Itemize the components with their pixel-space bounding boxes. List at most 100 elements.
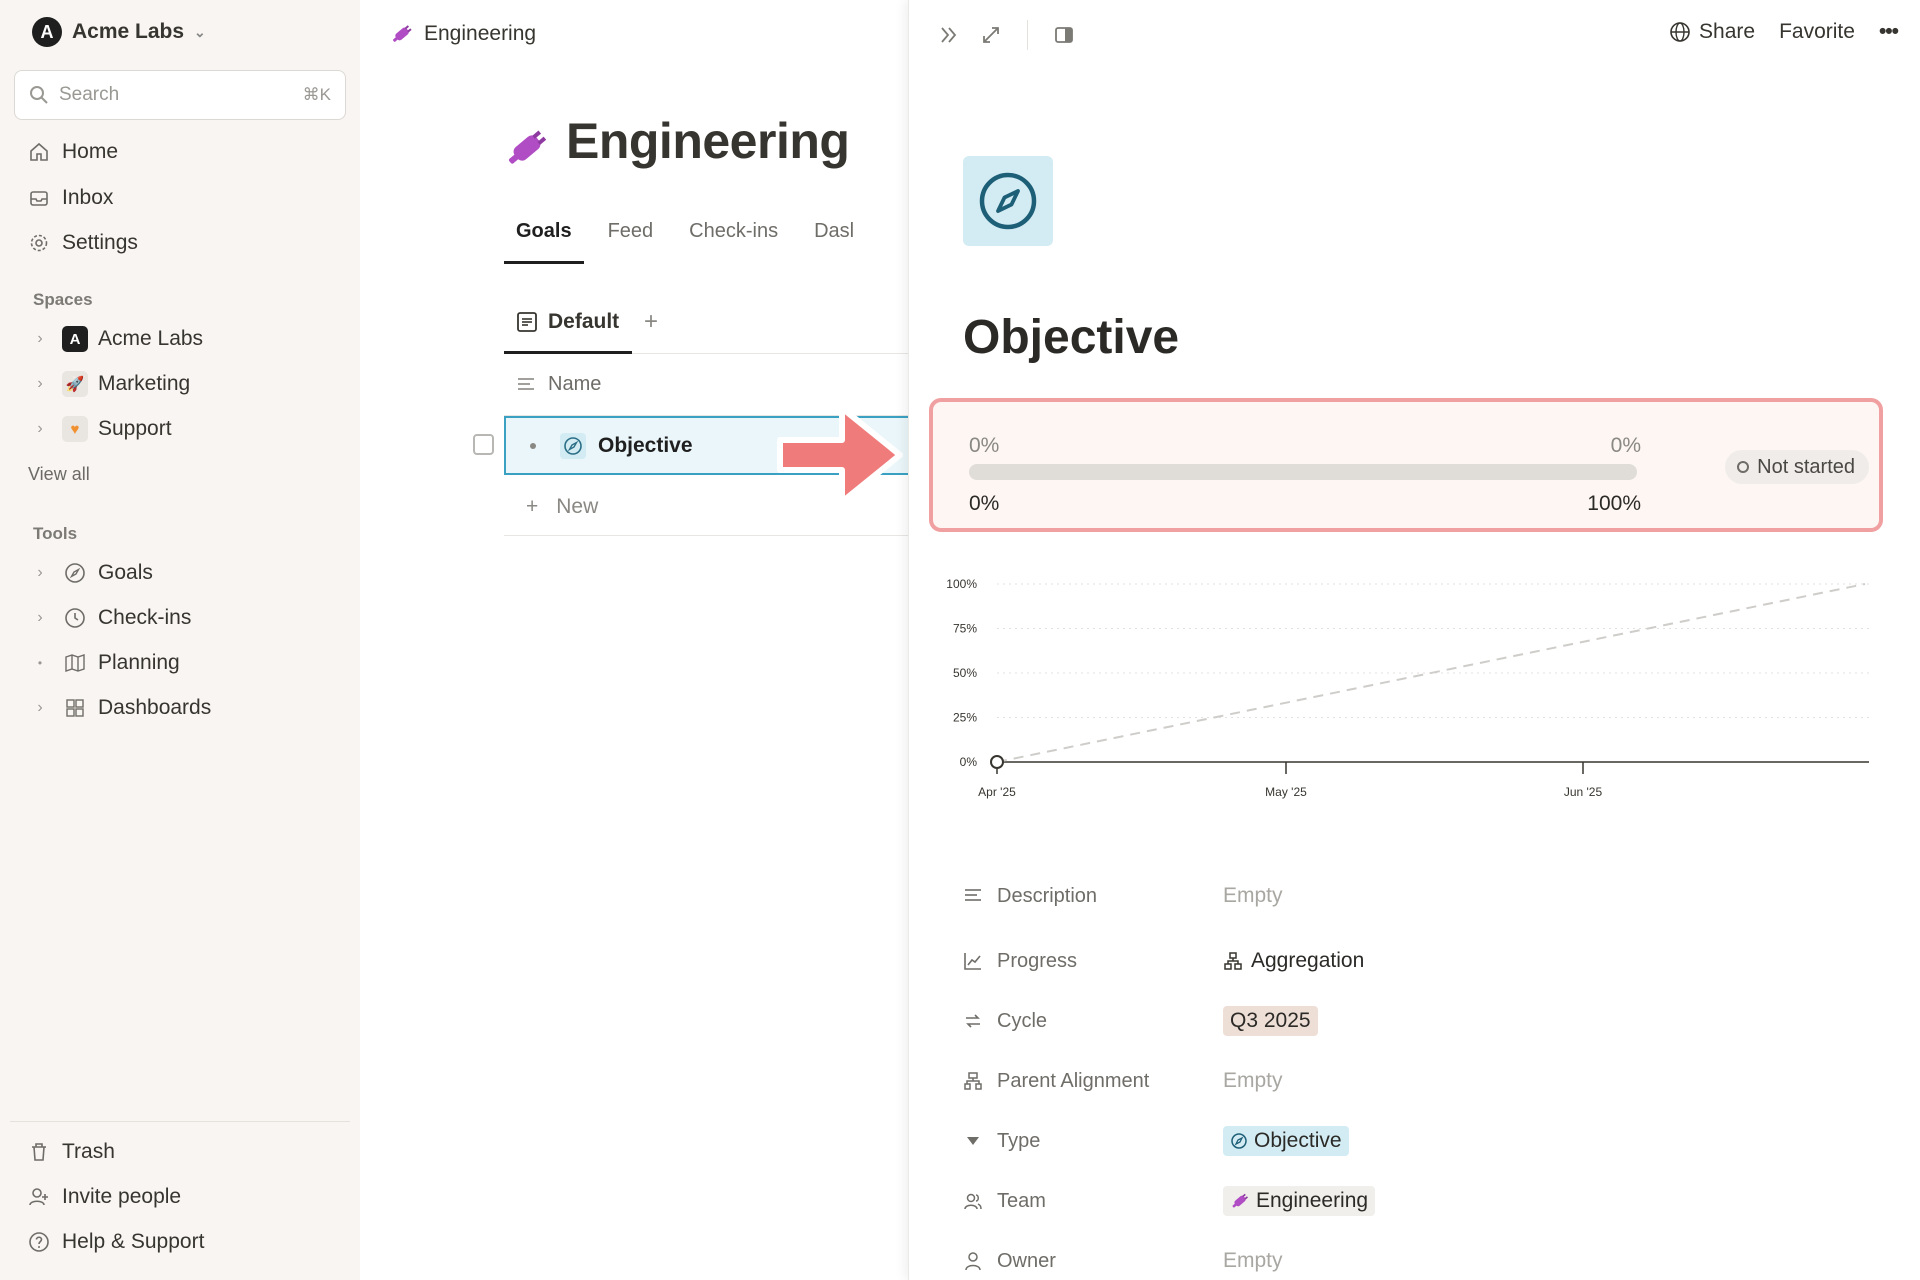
sidebar-item-label: Invite people [62,1185,182,1208]
property-type[interactable]: Type Objective [963,1123,1883,1159]
invite-icon [29,1188,48,1206]
property-description[interactable]: Description Empty [963,878,1883,914]
y-tick-label: 25% [953,711,977,725]
sidebar-divider [10,1121,350,1122]
property-label: Cycle [997,1009,1048,1032]
sidebar-item-label: Inbox [62,186,114,209]
sidebar-item-home[interactable]: Home [28,134,118,170]
row-checkbox[interactable] [473,434,494,455]
property-value[interactable]: Q3 2025 [1223,1006,1318,1036]
side-panel-icon[interactable] [1052,23,1076,47]
property-progress[interactable]: Progress Aggregation [963,943,1883,979]
sidebar-item-label: Acme Labs [98,327,204,350]
sidebar-item-label: Trash [62,1140,115,1163]
compass-icon [979,172,1037,230]
more-options-button[interactable]: ••• [1878,20,1899,43]
cycle-tag[interactable]: Q3 2025 [1223,1006,1318,1036]
property-value-label: Aggregation [1251,949,1365,972]
expand-icon[interactable] [979,23,1003,47]
compass-icon [62,560,88,586]
person-icon [965,1252,981,1271]
sidebar-item-inbox[interactable]: Inbox [28,180,113,216]
team-tag[interactable]: Engineering [1223,1186,1376,1216]
page-icon[interactable] [963,156,1053,246]
property-cycle[interactable]: Cycle Q3 2025 [963,1003,1883,1039]
tab-goals[interactable]: Goals [504,214,596,264]
chevron-right-icon[interactable]: › [37,699,43,716]
property-parent-alignment[interactable]: Parent Alignment Empty [963,1063,1883,1099]
new-row-button[interactable]: + New [504,478,908,536]
progress-bar [969,464,1637,480]
property-team[interactable]: Team Engineering [963,1183,1883,1219]
sidebar-item-trash[interactable]: Trash [28,1134,115,1170]
property-label: Parent Alignment [997,1069,1150,1092]
view-tab-default[interactable]: Default [516,310,619,334]
globe-icon [1670,22,1690,42]
sidebar-item-goals[interactable]: › Goals [32,555,153,591]
progress-target-label: 0% [1610,434,1641,457]
status-circle-icon [1737,461,1750,473]
page-tabs: Goals Feed Check-ins Dasl [504,214,878,264]
data-point [990,755,1004,769]
chevron-right-icon[interactable]: › [37,420,43,437]
type-tag[interactable]: Objective [1223,1126,1349,1156]
sidebar-item-dashboards[interactable]: › Dashboards [32,690,211,726]
sidebar-item-label: Help & Support [62,1230,205,1253]
chevron-right-icon[interactable]: › [37,375,43,392]
clock-icon [62,605,88,631]
property-value[interactable]: Empty [1223,884,1283,907]
progress-card: 0% 0% 0% 100% Not started [929,398,1883,532]
status-badge[interactable]: Not started [1725,450,1869,484]
sidebar-item-check-ins[interactable]: › Check-ins [32,600,191,636]
y-tick-label: 100% [946,577,977,591]
y-tick-label: 50% [953,666,977,680]
chevron-right-icon[interactable]: › [37,609,43,626]
annotation-arrow-icon [777,405,903,505]
favorite-button[interactable]: Favorite [1779,20,1855,43]
property-value[interactable]: Empty [1223,1069,1283,1092]
breadcrumb-label: Engineering [424,22,537,45]
sidebar-item-planning[interactable]: • Planning [32,645,180,681]
parent-alignment-icon [964,1072,982,1090]
search-icon [30,86,48,104]
sidebar-item-settings[interactable]: Settings [28,225,138,261]
property-value[interactable]: Objective [1223,1126,1349,1156]
home-icon [30,142,48,161]
trash-icon [32,1143,46,1161]
line-chart-icon [964,953,981,970]
property-value[interactable]: Engineering [1223,1186,1376,1216]
plus-icon: + [526,494,539,518]
chevron-right-icon[interactable]: › [37,330,43,347]
sidebar-item-label: Dashboards [98,696,212,719]
tab-feed[interactable]: Feed [607,220,654,242]
property-value[interactable]: Aggregation [1223,949,1364,973]
sidebar-item-label: Home [62,140,119,163]
column-header-name[interactable]: Name [504,354,908,416]
search-placeholder: Search [59,84,120,105]
sidebar-item-support[interactable]: › ♥ Support [32,411,172,447]
property-value[interactable]: Empty [1223,1249,1283,1272]
share-button[interactable]: Share [1669,20,1755,44]
team-icon [964,1193,982,1210]
triangle-down-icon [967,1137,979,1145]
column-header-label: Name [548,373,602,395]
sidebar-item-invite[interactable]: Invite people [28,1179,181,1215]
type-tag-label: Objective [1254,1129,1342,1152]
view-all-link[interactable]: View all [28,464,90,484]
workspace-switcher[interactable]: A Acme Labs ⌄ [32,16,206,48]
sidebar-item-help[interactable]: Help & Support [28,1224,204,1260]
breadcrumb[interactable]: Engineering [390,18,536,50]
search-input[interactable]: Search ⌘K [14,70,346,120]
map-icon [62,650,88,676]
compass-icon [560,432,586,459]
add-view-button[interactable]: + [644,308,659,335]
sidebar-item-acme-labs[interactable]: › A Acme Labs [32,321,203,357]
sidebar: A Acme Labs ⌄ Search ⌘K Home Inbox Setti… [0,0,360,1280]
double-chevron-right-icon[interactable] [937,23,961,47]
tab-dashboards[interactable]: Dasl [814,220,855,242]
chevron-right-icon[interactable]: › [37,564,43,581]
tab-check-ins[interactable]: Check-ins [689,220,779,242]
property-owner[interactable]: Owner Empty [963,1243,1883,1279]
x-tick-label: Apr '25 [978,785,1016,799]
sidebar-item-marketing[interactable]: › 🚀 Marketing [32,366,190,402]
